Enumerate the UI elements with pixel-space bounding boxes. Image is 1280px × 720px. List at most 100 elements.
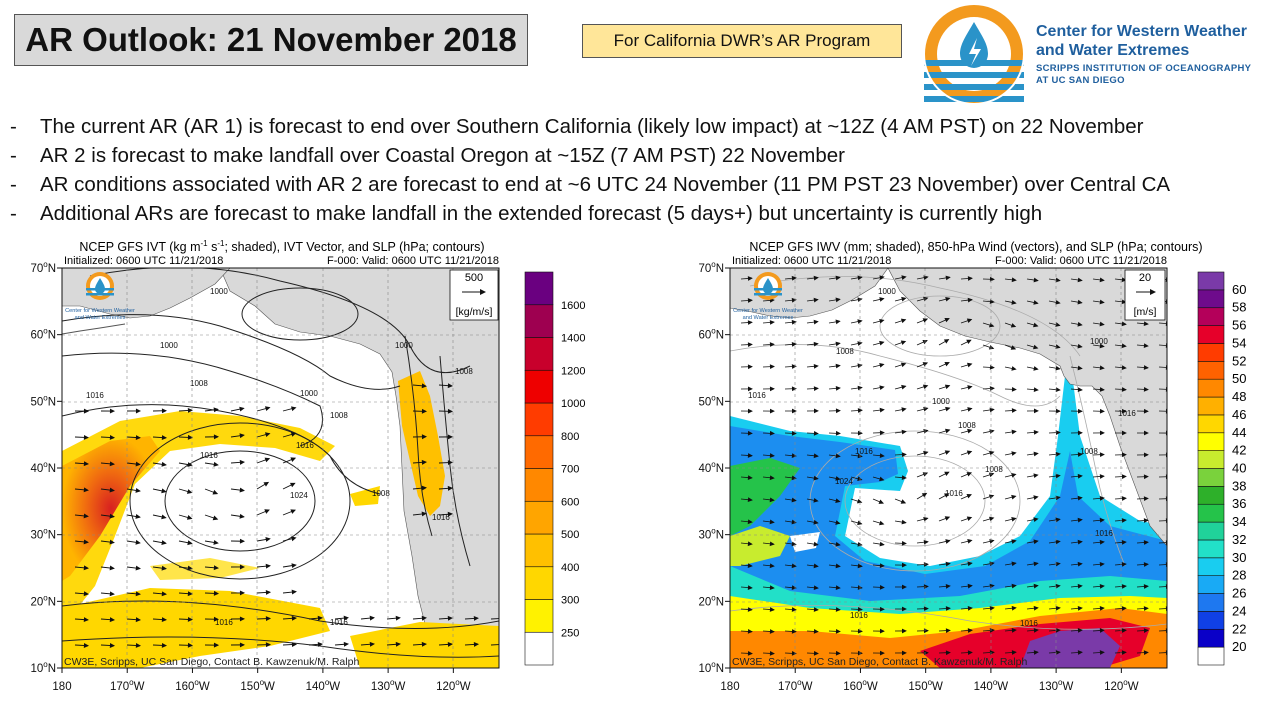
vector-arrowhead: [747, 430, 753, 436]
vector-arrowhead: [813, 297, 819, 303]
vector-arrowhead: [791, 430, 797, 436]
vector-arrowhead: [747, 629, 753, 634]
bullet-text: The current AR (AR 1) is forecast to end…: [40, 115, 1144, 138]
vector-arrowhead: [769, 386, 775, 392]
colorbar-swatch: [524, 271, 554, 306]
contour-label: 1008: [330, 411, 348, 420]
vector-arrowhead: [1099, 343, 1105, 349]
vector-arrowhead: [967, 628, 973, 633]
ivt-plume-4: [62, 588, 330, 668]
vector-arrowhead: [1011, 561, 1017, 567]
vector-arrow: [1158, 652, 1167, 654]
vector-arrowhead: [813, 475, 819, 481]
vector-arrowhead: [769, 342, 775, 347]
vector-arrowhead: [747, 607, 753, 612]
vector-arrowhead: [747, 320, 753, 325]
vector-arrowhead: [239, 564, 246, 570]
vector-arrowhead: [791, 650, 797, 656]
ivt-plume-6: [150, 558, 260, 580]
vector-arrowhead: [500, 643, 504, 646]
contour-label: 1016: [1095, 529, 1113, 538]
vector-arrowhead: [187, 642, 194, 648]
vector-arrowhead: [109, 617, 116, 623]
colorbar-label: 28: [1232, 568, 1246, 583]
vector-arrowhead: [447, 383, 453, 389]
ivt-vectors: [74, 383, 504, 648]
vector-arrowhead: [967, 276, 973, 281]
vector-arrowhead: [1077, 321, 1083, 327]
vector-arrowhead: [769, 320, 775, 325]
vector-arrowhead: [263, 481, 270, 487]
x-tick-label: 120oW: [436, 678, 471, 693]
vector-arrowhead: [1099, 628, 1105, 633]
contour-label: 1016: [296, 441, 314, 450]
vector-arrowhead: [264, 406, 271, 411]
colorbar-swatch: [1197, 557, 1225, 576]
vector-arrowhead: [813, 275, 819, 281]
vector-arrowhead: [109, 408, 116, 414]
logo-line-2: and Water Extremes: [1036, 42, 1190, 59]
iwv-map: NCEP GFS IWV (mm; shaded), 850-hPa Wind …: [698, 240, 1246, 693]
land-aleutians: [62, 323, 126, 335]
vector-arrowhead: [83, 513, 89, 519]
vector-arrowhead: [1011, 473, 1017, 478]
vector-arrowhead: [187, 407, 194, 413]
vector-arrowhead: [747, 475, 753, 480]
vector-arrowhead: [1099, 650, 1105, 655]
vector-arrowhead: [1010, 323, 1017, 328]
reference-vector-unit: [kg/m/s]: [456, 306, 493, 318]
vector-arrowhead: [1143, 430, 1149, 436]
vector-arrowhead: [1055, 605, 1061, 611]
credit-text: CW3E, Scripps, UC San Diego, Contact B. …: [732, 656, 1027, 668]
bullet-text: AR 2 is forecast to make landfall over C…: [40, 144, 845, 167]
vector-arrowhead: [1033, 430, 1039, 435]
vector-arrowhead: [988, 472, 995, 478]
vector-arrowhead: [109, 461, 115, 467]
land-north-america: [887, 268, 1167, 547]
vector-arrowhead: [1121, 540, 1127, 545]
vector-arrowhead: [421, 641, 427, 647]
contour-label: 1024: [835, 477, 853, 486]
vector-arrowhead: [1143, 365, 1149, 370]
vector-arrowhead: [835, 275, 841, 281]
vector-arrowhead: [1143, 474, 1149, 480]
vector-arrowhead: [879, 628, 885, 634]
vector-arrowhead: [1099, 430, 1105, 436]
contour-label: 1008: [190, 379, 208, 388]
bullet-item: - The current AR (AR 1) is forecast to en…: [10, 115, 1144, 138]
vector-arrow: [490, 618, 499, 620]
map-body: 1000 1000 1008 1016 1000 1008 1016 1024 …: [62, 268, 504, 668]
vector-arrowhead: [835, 297, 841, 303]
vector-arrowhead: [369, 641, 375, 647]
vector-arrowhead: [835, 386, 841, 391]
colorbar-swatch: [524, 599, 554, 633]
vector-arrowhead: [923, 516, 929, 522]
colorbar-label: 40: [1232, 461, 1246, 476]
colorbar-swatch: [1197, 414, 1225, 434]
vector-arrowhead: [1011, 386, 1017, 392]
vector-arrowhead: [966, 516, 973, 521]
vector-arrowhead: [1099, 299, 1105, 305]
init-time: Initialized: 0600 UTC 11/21/2018: [732, 255, 891, 267]
vector-arrowhead: [945, 296, 951, 302]
x-tick-label: 180: [720, 681, 739, 693]
vector-arrowhead: [447, 615, 453, 621]
vector-arrowhead: [967, 605, 973, 611]
vector-arrowhead: [835, 498, 841, 503]
vector-arrowhead: [1099, 277, 1105, 283]
vector-arrowhead: [1077, 539, 1083, 545]
colorbar-swatch: [1197, 307, 1225, 326]
vector-arrow: [1158, 630, 1167, 632]
y-tick-label: 60oN: [30, 327, 56, 342]
vector-arrow: [1158, 520, 1167, 522]
vector-arrowhead: [901, 475, 907, 480]
colorbar-swatch: [1197, 521, 1225, 541]
ivt-plume-7: [350, 486, 380, 506]
colorbar-label: 22: [1232, 621, 1246, 636]
vector-arrowhead: [856, 498, 863, 504]
vector-arrowhead: [212, 515, 219, 521]
vector-arrowhead: [901, 584, 907, 590]
vector-arrowhead: [945, 628, 951, 634]
vector-arrowhead: [1099, 365, 1105, 371]
vector-arrowhead: [1055, 583, 1061, 589]
